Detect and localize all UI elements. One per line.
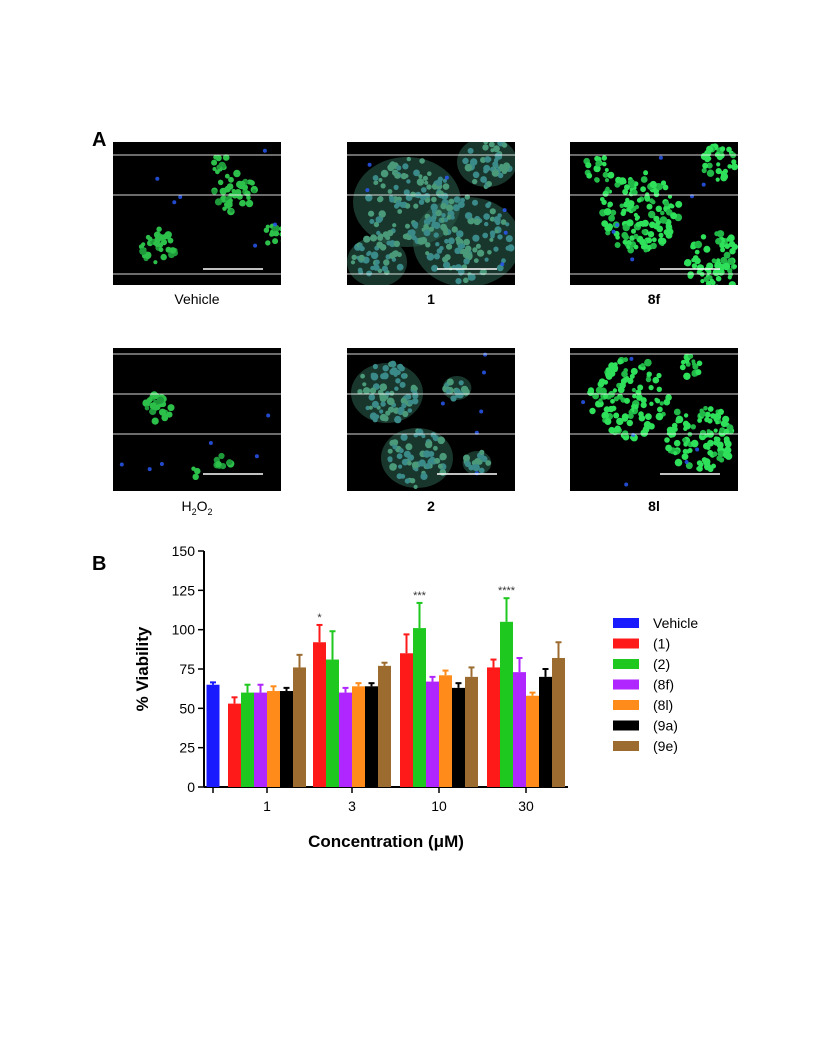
bar [552, 657, 565, 787]
y-tick-label: 100 [172, 622, 196, 638]
micrograph-image [570, 142, 738, 285]
y-tick-label: 50 [179, 700, 195, 716]
legend-swatch [613, 741, 639, 751]
bar [439, 675, 452, 787]
y-tick-label: 25 [179, 740, 195, 756]
bar [539, 676, 552, 787]
micrograph-caption: 8l [648, 498, 660, 514]
panel-a-letter: A [92, 129, 107, 151]
bar [487, 667, 500, 787]
significance-label: **** [498, 585, 516, 597]
micrograph-image [113, 142, 281, 285]
bar [426, 681, 439, 787]
legend-label: (9a) [653, 718, 678, 734]
bar [465, 676, 478, 787]
bar [378, 665, 391, 787]
bar [228, 703, 241, 787]
bar [452, 687, 465, 787]
legend-swatch [613, 700, 639, 710]
bar [293, 667, 306, 787]
bar [500, 621, 513, 787]
micrograph-caption: Vehicle [174, 291, 220, 307]
y-tick-label: 75 [179, 661, 195, 677]
x-tick-label: 30 [518, 798, 534, 814]
caption-part: O [196, 498, 208, 514]
x-tick-label: 10 [431, 798, 447, 814]
significance-label: * [317, 612, 322, 624]
micrograph-caption: 8f [647, 291, 661, 307]
caption-part: 2 [191, 506, 197, 517]
legend-label: (8l) [653, 697, 673, 713]
significance-label: *** [413, 590, 427, 602]
legend-label: (1) [653, 636, 670, 652]
bar [513, 672, 526, 787]
y-tick-label: 0 [187, 779, 195, 795]
micrograph-image [570, 348, 738, 491]
legend-label: (8f) [653, 677, 674, 693]
micrograph-caption: H2O2 [113, 498, 281, 517]
bar [280, 691, 293, 787]
legend-swatch [613, 618, 639, 628]
legend-label: (9e) [653, 738, 678, 754]
x-axis-label: Concentration (μM) [308, 832, 464, 851]
bar [313, 642, 326, 787]
micrograph-caption: 1 [427, 291, 435, 307]
x-tick-label: 3 [348, 798, 356, 814]
legend-swatch [613, 720, 639, 731]
micrograph-image [347, 348, 515, 491]
y-tick-label: 125 [172, 582, 196, 598]
legend-swatch [613, 638, 639, 649]
legend-swatch [613, 659, 639, 669]
bar [267, 691, 280, 787]
bar [365, 686, 378, 787]
y-axis-label: % Viability [133, 626, 152, 711]
bar [400, 653, 413, 787]
panel-b-letter: B [92, 553, 107, 575]
micrograph-image [113, 348, 281, 491]
y-tick-label: 150 [172, 543, 196, 559]
legend-label: Vehicle [653, 615, 698, 631]
micrograph-image [347, 142, 515, 285]
bar [413, 628, 426, 787]
bar [339, 692, 352, 787]
bar [352, 686, 365, 787]
legend-swatch [613, 679, 639, 690]
bar [206, 684, 220, 787]
bar [254, 692, 267, 787]
bar [326, 659, 339, 787]
caption-part: H [181, 498, 192, 514]
bar [241, 692, 254, 787]
x-tick-label: 1 [263, 798, 271, 814]
legend-label: (2) [653, 656, 670, 672]
micrograph-caption: 2 [427, 498, 435, 514]
bar [526, 695, 539, 787]
caption-part: 2 [207, 506, 213, 517]
